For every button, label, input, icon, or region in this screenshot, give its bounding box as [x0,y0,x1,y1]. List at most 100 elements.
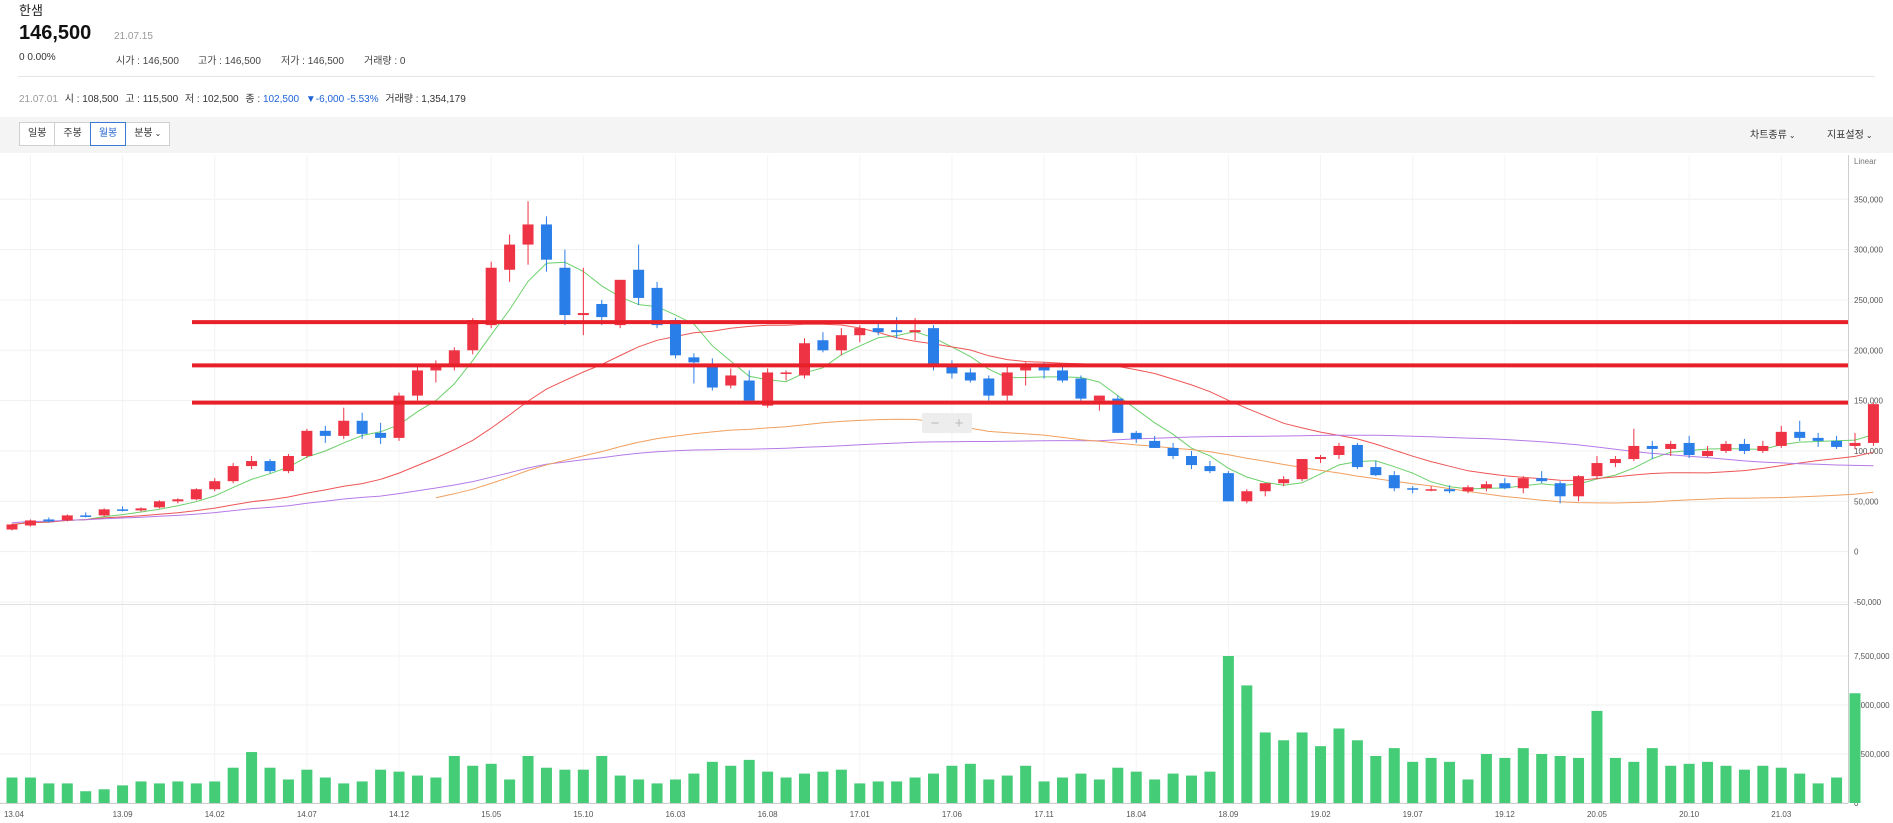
candle-change: ▼-6,000 -5.53% [305,94,379,105]
scale-label: Linear [1854,157,1877,166]
candle [80,512,92,518]
candle [633,244,645,305]
candle-body [872,328,884,333]
volume-bar [153,783,165,803]
tab-daily[interactable]: 일봉 [19,122,56,146]
tab-minute-label: 분봉 [134,128,153,139]
volume-bar [1444,761,1456,803]
volume-bar [1222,656,1234,803]
volume-tick-label: 2,500,000 [1854,750,1890,759]
candle-body [946,365,958,374]
candle-body [1683,442,1695,456]
tab-monthly[interactable]: 월봉 [89,122,127,146]
candle [1738,438,1750,454]
candle [1591,456,1603,480]
candle-body [1388,475,1400,489]
candle [1241,489,1253,504]
candlestick-chart[interactable]: Linear 350,000 300,000 250,000 200,000 150,00… [0,155,1893,823]
volume-bar [1315,746,1327,803]
candle [98,508,110,517]
candle-body [282,456,294,472]
x-tick-label: 16.08 [758,810,779,819]
candle-body [1186,456,1198,466]
candle-body [467,320,479,351]
price-tick-label: 150,000 [1854,397,1883,406]
candle-body [1480,484,1492,489]
zoom-in-button[interactable]: + [955,415,964,432]
volume-bar [540,767,552,803]
candle-body [706,365,718,388]
volume-bar [1241,685,1253,803]
candle [61,514,73,522]
volume-bar [1646,748,1658,803]
candle [153,500,165,509]
candle-body [1149,440,1161,448]
candle [1186,450,1198,470]
volume-bar [393,771,405,803]
candle-body [1462,487,1474,492]
volume-bar [1075,773,1087,803]
chevron-down-icon: ⌄ [1788,131,1796,140]
volume-bar [743,759,755,803]
volume-bar [1020,765,1032,803]
candle-close: 102,500 [262,94,300,105]
tab-minute[interactable]: 분봉 ⌄ [125,122,171,146]
candle-body [540,224,552,260]
candle-body [375,432,387,438]
x-tick-label: 16.03 [665,810,686,819]
volume-bar [282,779,294,803]
candle [282,453,294,474]
volume-bar [614,775,626,803]
candle-body [1849,442,1861,446]
x-tick-label: 18.04 [1126,810,1147,819]
volume-bar [1093,779,1105,803]
indicator-settings-label: 지표설정 [1827,130,1864,141]
volume-bar [1425,757,1437,803]
volume-bar [356,781,368,803]
volume-bar [1296,732,1308,803]
volume-bar [1702,761,1714,803]
price-tick-label: 50,000 [1854,497,1879,506]
volume-bar [891,781,903,803]
candle-body [246,461,258,467]
chart-type-label: 차트종류 [1750,130,1787,141]
candle [1720,440,1732,453]
indicator-settings-button[interactable]: 지표설정 ⌄ [1827,126,1873,141]
candle [817,332,829,353]
candle [338,407,350,439]
candle [319,425,331,443]
candle [1628,428,1640,462]
moving-average-series [11,261,1874,525]
candle [577,267,589,336]
volume-bar [411,775,423,803]
x-tick-label: 15.05 [481,810,502,819]
candle-body [633,269,645,298]
candle-body [725,375,737,386]
candle [1001,365,1013,401]
zoom-out-button[interactable]: − [931,415,940,432]
candle-body [319,430,331,436]
candle-body [1241,491,1253,502]
volume-bar [522,755,534,803]
candle [393,392,405,441]
x-tick-label: 20.10 [1679,810,1700,819]
chart-type-button[interactable]: 차트종류 ⌄ [1750,126,1796,141]
candle-body [356,420,368,434]
candle-body [1259,483,1271,492]
candle-body [1702,450,1714,457]
price-date: 21.07.15 [114,31,153,42]
candle [227,463,239,484]
grid-lines [0,155,1848,804]
volume-bar [485,763,497,803]
tab-weekly[interactable]: 주봉 [54,122,91,146]
volume-bar [1665,765,1677,803]
x-tick-label: 20.05 [1587,810,1608,819]
volume-bar [1849,693,1861,803]
volume-bar [1407,761,1419,803]
candle-body [1333,445,1345,456]
candle-low: 저 : 102,500 [184,94,239,105]
candle [375,422,387,444]
candle [1259,483,1271,497]
candle-body [1554,483,1566,497]
zoom-control[interactable]: − + [922,413,972,433]
